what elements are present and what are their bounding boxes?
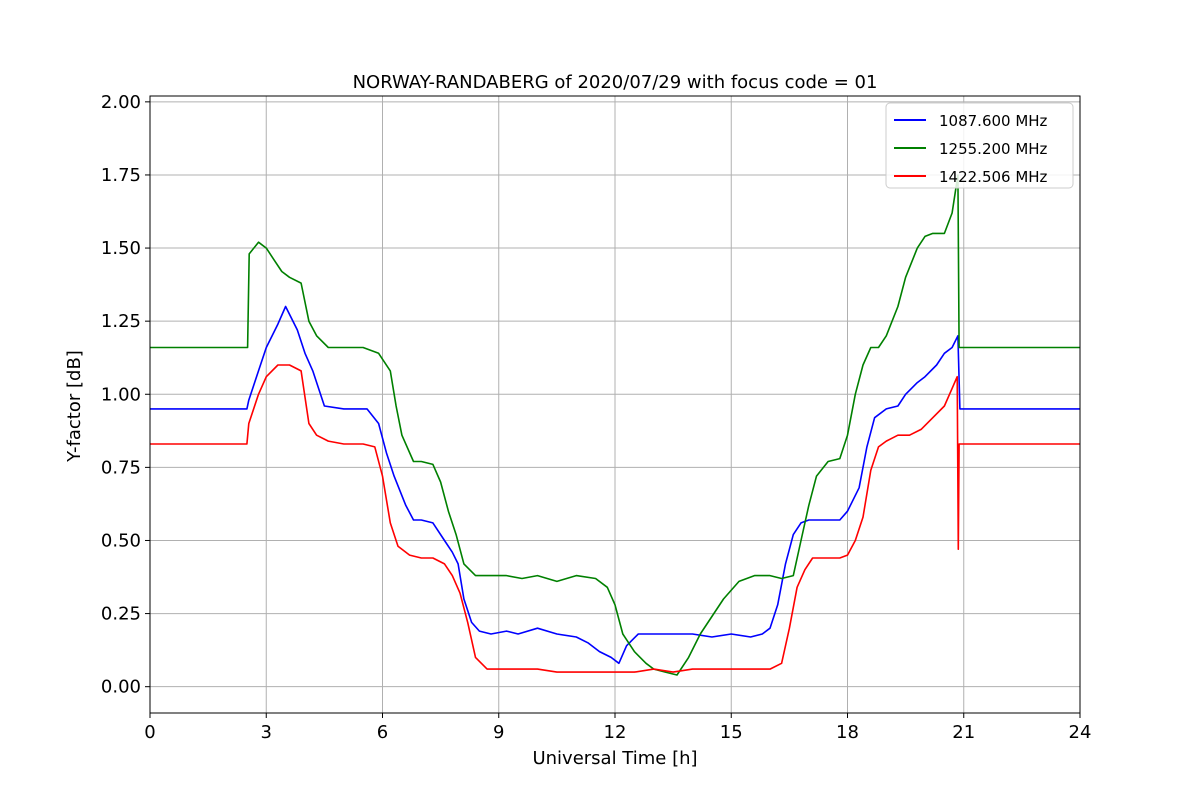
y-tick-label: 0.25 [101, 604, 141, 625]
x-tick-label: 12 [604, 722, 627, 743]
ticks: 0 3 6 9 12 15 18 21 24 0.00 0.25 0.50 0.75 1.00 1.25 1.… [101, 92, 1092, 743]
legend-label: 1255.200 MHz [939, 140, 1048, 158]
y-tick-label: 1.00 [101, 384, 141, 405]
y-tick-label: 2.00 [101, 92, 141, 113]
x-tick-label: 21 [952, 722, 975, 743]
series-line-2 [150, 174, 1080, 676]
y-tick-label: 1.75 [101, 165, 141, 186]
x-tick-label: 3 [261, 722, 272, 743]
chart-title: NORWAY-RANDABERG of 2020/07/29 with focu… [353, 72, 878, 93]
x-tick-label: 15 [720, 722, 743, 743]
x-tick-label: 18 [836, 722, 859, 743]
legend: 1087.600 MHz 1255.200 MHz 1422.506 MHz [885, 102, 1074, 189]
x-tick-label: 24 [1069, 722, 1092, 743]
x-tick-label: 6 [377, 722, 388, 743]
x-tick-label: 0 [144, 722, 155, 743]
y-tick-label: 1.25 [101, 311, 141, 332]
plot-area: 0 3 6 9 12 15 18 21 24 0.00 0.25 0.50 0.75 1.00 1.25 1.… [101, 92, 1092, 743]
series-layer [150, 174, 1080, 676]
y-tick-label: 0.00 [101, 677, 141, 698]
y-tick-label: 0.75 [101, 457, 141, 478]
legend-label: 1087.600 MHz [939, 112, 1048, 130]
y-tick-label: 1.50 [101, 238, 141, 259]
x-axis-label: Universal Time [h] [532, 748, 697, 769]
series-line-1 [150, 305, 1080, 665]
legend-label: 1422.506 MHz [939, 168, 1048, 186]
legend-box [885, 102, 1074, 189]
x-tick-label: 9 [493, 722, 504, 743]
y-tick-label: 0.50 [101, 530, 141, 551]
y-axis-label: Y-factor [dB] [64, 350, 85, 463]
series-line-3 [150, 364, 1080, 673]
